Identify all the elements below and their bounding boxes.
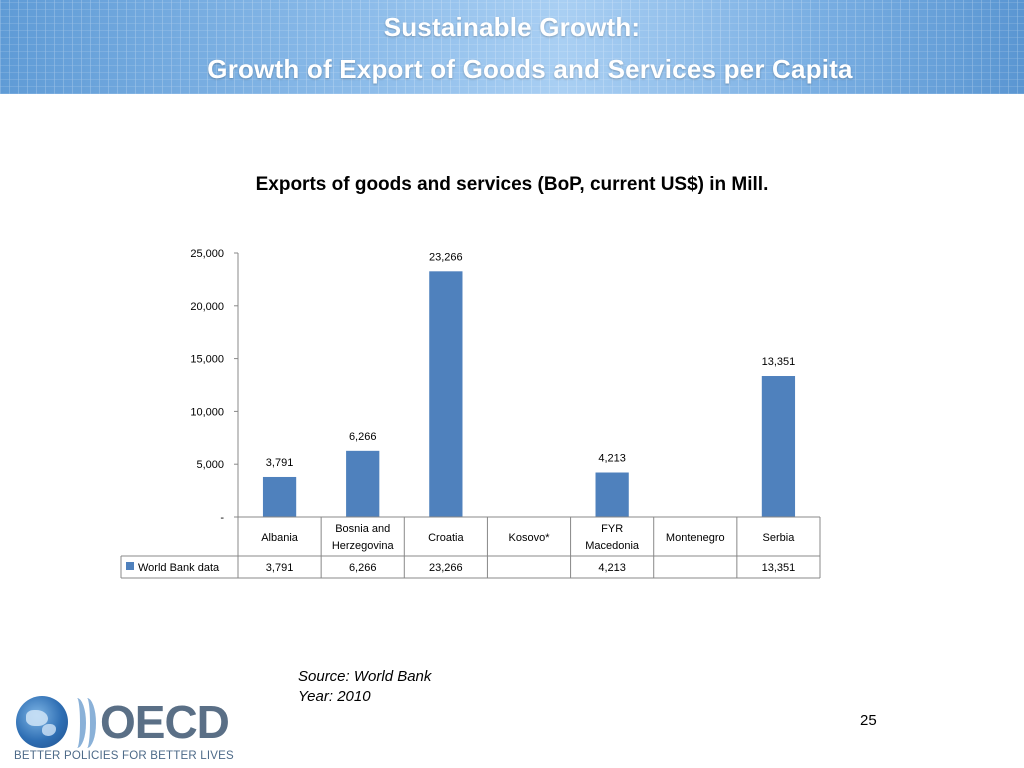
slide-title-line2: Growth of Export of Goods and Services p…: [207, 54, 853, 84]
oecd-logo: OECD BETTER POLICIES FOR BETTER LIVES: [14, 694, 254, 764]
x-tick-label: Montenegro: [666, 532, 725, 544]
x-tick-label: Serbia: [763, 532, 796, 544]
y-tick-label: 10,000: [190, 406, 224, 418]
table-cell: 3,791: [266, 562, 294, 574]
legend-label: World Bank data: [138, 562, 220, 574]
bar: [262, 476, 297, 517]
data-label: 4,213: [598, 453, 626, 465]
year-line: Year: 2010: [298, 688, 371, 705]
y-tick-label: 25,000: [190, 248, 224, 260]
x-tick-label: Bosnia and: [335, 523, 390, 535]
bar: [595, 472, 629, 517]
bar: [761, 376, 796, 517]
x-tick-label: Herzegovina: [332, 540, 395, 552]
table-cell: 13,351: [762, 562, 796, 574]
y-tick-label: 15,000: [190, 354, 224, 366]
logo-wordmark: OECD: [100, 696, 230, 748]
logo-tagline: BETTER POLICIES FOR BETTER LIVES: [14, 750, 234, 762]
data-label: 13,351: [762, 356, 796, 368]
page-number: 25: [860, 712, 877, 729]
x-tick-label: Macedonia: [585, 540, 640, 552]
data-label: 23,266: [429, 251, 463, 263]
table-cell: 4,213: [598, 562, 626, 574]
swoosh-icon: [78, 698, 96, 748]
data-label: 6,266: [349, 431, 377, 443]
data-label: 3,791: [266, 457, 294, 469]
globe-icon: [16, 696, 68, 748]
y-tick-label: 20,000: [190, 301, 224, 313]
y-tick-label: 5,000: [196, 459, 224, 471]
chart-title: Exports of goods and services (BoP, curr…: [255, 174, 769, 195]
table-cell: 23,266: [429, 562, 463, 574]
x-tick-label: Kosovo*: [509, 532, 551, 544]
bar: [346, 450, 380, 517]
table-cell: 6,266: [349, 562, 377, 574]
legend-swatch: [126, 562, 134, 570]
banner-texture: [0, 0, 1024, 94]
source-line: Source: World Bank: [298, 668, 432, 685]
x-tick-label: Croatia: [428, 532, 464, 544]
x-tick-label: FYR: [601, 523, 623, 535]
source-note: Source: World Bank Year: 2010: [298, 667, 431, 707]
y-tick-label: -: [220, 512, 224, 524]
slide-title-line1: Sustainable Growth:: [383, 12, 641, 42]
bar: [429, 271, 463, 517]
header-banner: Sustainable Growth: Growth of Export of …: [0, 0, 1024, 94]
x-tick-label: Albania: [261, 532, 299, 544]
